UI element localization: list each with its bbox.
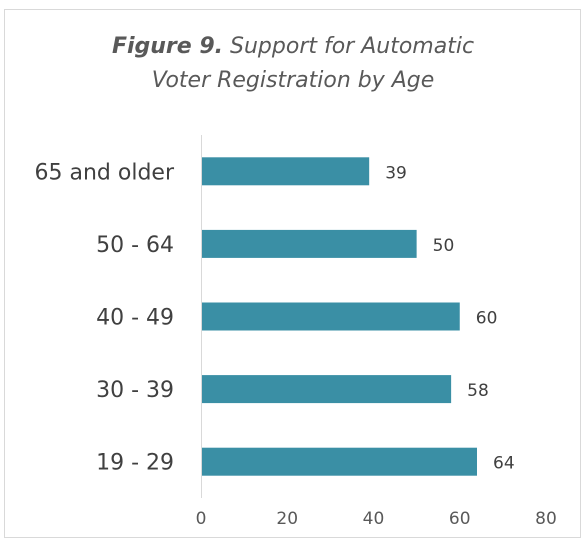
x-tick-label: 20 [276, 509, 298, 529]
category-label: 40 - 49 [96, 306, 174, 331]
bar [201, 157, 370, 186]
category-label: 50 - 64 [96, 233, 174, 258]
data-label: 60 [476, 309, 498, 329]
chart-title-text-1: Support for Automatic [230, 34, 475, 59]
chart-title-line-1: Figure 9. Support for Automatic [0, 30, 586, 64]
bar [201, 229, 417, 258]
category-label: 65 and older [35, 160, 175, 185]
x-tick-label: 0 [196, 509, 207, 529]
x-tick-label: 80 [535, 509, 557, 529]
category-label: 30 - 39 [96, 378, 174, 403]
bar [201, 375, 452, 404]
data-label: 50 [433, 236, 455, 256]
bar [201, 302, 460, 331]
data-label: 64 [493, 454, 515, 474]
data-label: 58 [467, 381, 489, 401]
bar [201, 447, 477, 476]
figure-label: Figure 9. [111, 34, 224, 59]
category-label: 19 - 29 [96, 451, 174, 476]
data-label: 39 [385, 163, 407, 183]
chart-title-line-2: Voter Registration by Age [151, 68, 435, 93]
x-tick-label: 40 [363, 509, 385, 529]
chart-title: Figure 9. Support for Automatic Voter Re… [0, 30, 586, 98]
x-tick-label: 60 [449, 509, 471, 529]
